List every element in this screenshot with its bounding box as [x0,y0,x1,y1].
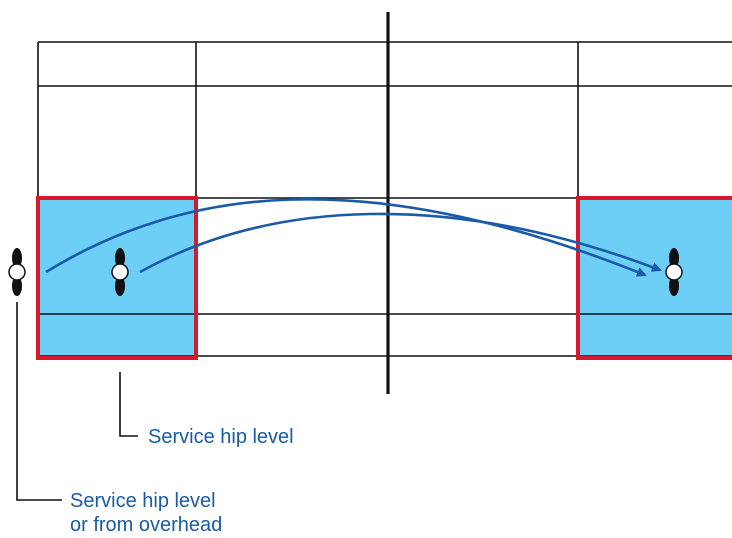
label-service-hip-overhead-line1: Service hip level [70,490,216,512]
leader-line-overhead [16,302,62,501]
service-arrow-inner [139,212,662,274]
player-marker-right-box [665,248,683,296]
leader-line-hip [119,372,138,437]
service-arrow-outer [45,197,647,277]
player-silhouette-icon [115,248,125,268]
right-service-box [578,198,732,358]
label-service-hip-level: Service hip level [148,426,294,448]
player-marker-outside [8,248,26,296]
right-service-box-border [576,196,732,360]
player-silhouette-icon [669,248,679,268]
player-silhouette-icon [12,248,22,268]
player-marker-left-box [111,248,129,296]
left-service-box-border [36,196,198,360]
label-service-hip-overhead-line2: or from overhead [70,514,222,536]
